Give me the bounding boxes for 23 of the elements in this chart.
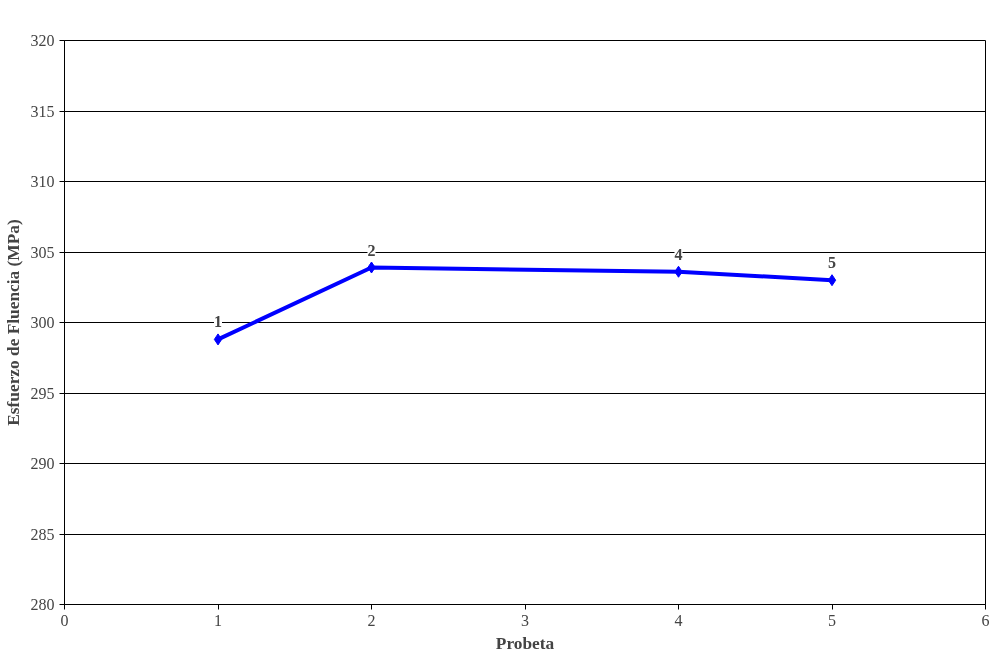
annotation: 4 <box>674 245 683 263</box>
x-tick-label: 5 <box>828 611 836 629</box>
point <box>213 333 223 346</box>
x-tick-label: 1 <box>214 611 222 629</box>
annotation: 2 <box>367 241 376 259</box>
x-tick-label: 4 <box>674 611 683 629</box>
y-tick-label: 305 <box>30 243 55 261</box>
x-tick-label: 3 <box>521 611 529 629</box>
y-tick-label: 280 <box>30 596 55 613</box>
x-tick-label: 6 <box>981 611 990 629</box>
y-tick-label: 320 <box>30 32 55 49</box>
y-tick-label: 310 <box>30 173 55 190</box>
annotation: 5 <box>828 254 836 272</box>
y-tick-label: 295 <box>30 384 55 402</box>
x-axis-title: Probeta <box>495 633 555 653</box>
y-tick-label: 285 <box>30 525 55 543</box>
y-axis-title: Esfuerzo de Fluencia (MPa) <box>3 219 23 426</box>
annotation: 1 <box>214 313 222 331</box>
y-tick-label: 300 <box>30 314 55 331</box>
y-tick-label: 290 <box>30 455 55 472</box>
x-tick-label: 0 <box>60 611 69 629</box>
x-tick-label: 2 <box>367 611 376 629</box>
y-tick-label: 315 <box>30 102 55 120</box>
